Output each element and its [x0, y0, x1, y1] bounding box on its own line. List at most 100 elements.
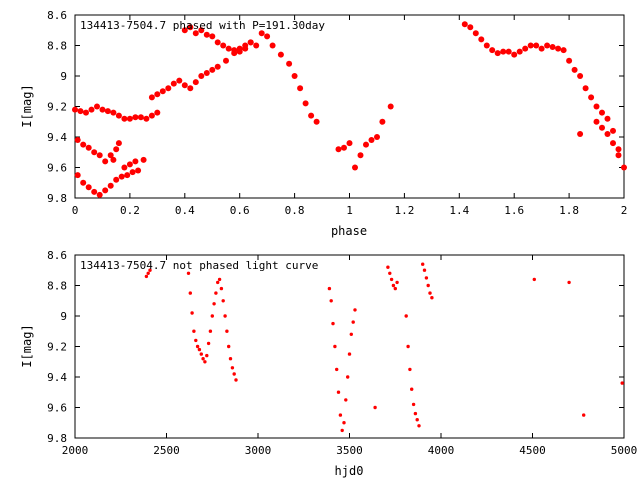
phased-data-point	[269, 42, 276, 49]
unphased-data-point	[188, 291, 192, 295]
unphased-y-tick-label: 8.6	[47, 249, 67, 262]
phased-data-point	[181, 27, 188, 34]
phased-data-points	[72, 21, 627, 198]
phased-data-point	[209, 66, 216, 73]
phased-data-point	[302, 100, 309, 107]
unphased-data-point	[232, 372, 236, 376]
phased-data-point	[610, 140, 616, 147]
phased-data-point	[113, 146, 120, 153]
unphased-data-point	[190, 311, 194, 315]
unphased-data-point	[393, 286, 397, 291]
unphased-data-point	[208, 329, 213, 333]
phased-y-tick-label: 8.8	[47, 40, 67, 53]
phased-data-point	[500, 48, 507, 55]
phased-data-point	[231, 47, 238, 54]
phased-data-point	[192, 79, 199, 86]
phased-data-point	[110, 109, 117, 116]
phased-data-point	[159, 88, 166, 95]
unphased-plot-title: 134413-7504.7 not phased light curve	[80, 259, 318, 272]
phased-data-point	[346, 140, 353, 147]
unphased-data-point	[230, 366, 235, 370]
phased-data-point	[577, 131, 584, 137]
phased-data-point	[121, 115, 128, 122]
unphased-data-point	[620, 381, 624, 385]
unphased-data-point	[192, 329, 196, 333]
unphased-data-point	[415, 418, 419, 422]
phased-data-point	[253, 42, 260, 49]
unphased-y-tick-label: 9	[60, 310, 67, 323]
phased-data-point	[126, 115, 133, 122]
phased-data-point	[577, 73, 584, 79]
phased-data-point	[277, 51, 284, 58]
phased-data-point	[102, 187, 109, 194]
phased-data-point	[555, 45, 562, 52]
phased-x-tick-label: 1.6	[504, 204, 524, 217]
phased-data-point	[83, 109, 89, 116]
phased-data-point	[88, 106, 95, 113]
phased-data-point	[126, 161, 133, 168]
unphased-data-point	[217, 277, 222, 282]
phased-data-point	[363, 141, 369, 148]
unphased-data-point	[201, 357, 205, 361]
phased-data-point	[113, 176, 120, 183]
phased-data-point	[107, 182, 114, 189]
phased-data-point	[192, 30, 199, 37]
unphased-data-points	[144, 262, 624, 433]
unphased-data-point	[424, 276, 429, 280]
unphased-data-point	[186, 271, 191, 275]
phased-data-point	[286, 60, 293, 67]
unphased-x-tick-label: 3000	[245, 444, 272, 457]
phased-data-point	[223, 57, 229, 64]
phased-y-tick-label: 8.6	[47, 9, 67, 22]
phased-data-point	[461, 21, 468, 28]
phased-data-point	[467, 24, 474, 31]
phased-data-point	[94, 103, 100, 110]
phased-data-point	[242, 45, 249, 52]
phased-data-point	[368, 137, 375, 143]
unphased-data-point	[340, 428, 344, 433]
phased-data-point	[85, 184, 92, 191]
unphased-data-point	[422, 268, 427, 272]
unphased-data-point	[426, 283, 430, 288]
phased-data-point	[549, 44, 556, 50]
phased-data-point	[374, 134, 380, 140]
unphased-data-point	[205, 353, 209, 358]
phased-data-point	[308, 112, 315, 119]
phased-data-point	[604, 131, 611, 137]
unphased-data-point	[199, 352, 203, 356]
unphased-data-point	[342, 421, 346, 425]
phased-x-axis-label: phase	[331, 224, 367, 238]
phased-data-point	[313, 118, 320, 125]
unphased-data-point	[146, 271, 150, 275]
unphased-data-point	[430, 296, 434, 300]
phased-data-point	[588, 94, 595, 101]
phased-data-point	[297, 85, 304, 92]
unphased-data-point	[411, 402, 416, 407]
phased-data-point	[85, 144, 92, 151]
phased-plot-title: 134413-7504.7 phased with P=191.30day	[80, 19, 325, 32]
phased-data-point	[352, 164, 358, 171]
phased-data-point	[102, 158, 109, 165]
phased-x-tick-label: 0	[72, 204, 79, 217]
unphased-data-point	[391, 283, 396, 288]
unphased-x-tick-label: 5000	[611, 444, 638, 457]
phased-data-point	[604, 115, 611, 122]
unphased-y-tick-label: 9.2	[47, 341, 67, 354]
unphased-data-point	[428, 291, 432, 295]
unphased-data-point	[395, 280, 399, 285]
phased-x-tick-label: 2	[621, 204, 628, 217]
unphased-light-curve-panel: 2000 2500 3000 3500 4000 4500 5000 8.6 8.8 9 9.2 9.…	[20, 249, 637, 478]
unphased-data-point	[353, 308, 357, 312]
phased-data-point	[124, 172, 131, 179]
unphased-x-tick-label: 4000	[428, 444, 455, 457]
phased-data-point	[538, 45, 545, 52]
phased-x-tick-label: 1.8	[559, 204, 579, 217]
phased-data-point	[74, 137, 81, 143]
phased-data-point	[527, 42, 534, 49]
phased-light-curve-panel: 0 0.2 0.4 0.6 0.8 1 1.2 1.4 1.6 1.8 2 8.6 8.8 9 9.2 9.4…	[20, 9, 627, 238]
phased-data-point	[135, 167, 142, 174]
unphased-data-point	[582, 413, 586, 417]
phased-data-point	[132, 158, 139, 165]
phased-data-point	[387, 103, 394, 110]
